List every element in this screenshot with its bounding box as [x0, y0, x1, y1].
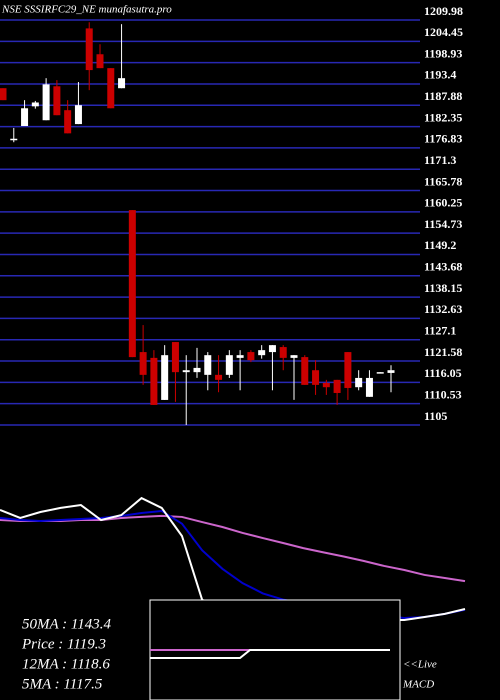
candle-body [107, 68, 115, 109]
indicator-line [0, 514, 466, 583]
candle-body [204, 355, 212, 375]
y-tick-label: 1198.93 [424, 46, 462, 60]
candle-body [10, 138, 18, 141]
candle-body [387, 370, 395, 373]
macd-label: <<Live [403, 659, 437, 671]
candle-body [344, 352, 352, 388]
candle-body [247, 352, 255, 361]
y-tick-label: 1116.05 [424, 366, 462, 380]
y-tick-label: 1165.78 [424, 174, 462, 188]
candle-body [74, 105, 82, 125]
legend-text: 12MA : 1118.6 [22, 656, 110, 672]
candle-body [182, 370, 190, 373]
candle-body [236, 355, 244, 358]
candle-body [215, 374, 223, 380]
candle-body [161, 355, 169, 400]
candle-body [301, 357, 309, 385]
candle-body [376, 372, 384, 374]
y-tick-label: 1110.53 [424, 387, 462, 401]
candle-body [355, 377, 363, 388]
candle-body [333, 379, 341, 393]
y-tick-label: 1127.1 [424, 323, 456, 337]
candle-body [85, 28, 93, 71]
y-tick-label: 1176.83 [424, 132, 462, 146]
candle-body [139, 352, 147, 375]
candle-body [53, 86, 61, 116]
y-tick-label: 1171.3 [424, 153, 456, 167]
indicator-line [150, 649, 390, 659]
candle-body [0, 88, 7, 101]
candle-body [225, 355, 233, 375]
candle-body [268, 345, 276, 353]
candle-body [193, 367, 201, 373]
candle-body [150, 357, 158, 405]
chart-title: NSE SSSIRFC29_NE munafasutra.pro [1, 4, 172, 16]
y-tick-label: 1154.73 [424, 217, 462, 231]
legend-text: 5MA : 1117.5 [22, 676, 103, 692]
candle-body [171, 342, 179, 373]
candle-body [128, 210, 136, 358]
candle-body [290, 355, 298, 358]
candle-body [64, 110, 72, 134]
y-tick-label: 1138.15 [424, 281, 462, 295]
candle-body [31, 102, 39, 107]
y-tick-label: 1182.35 [424, 110, 462, 124]
candle-body [21, 108, 29, 127]
candle-body [312, 370, 320, 385]
candle-body [365, 377, 373, 397]
candle-body [96, 54, 104, 69]
candle-body [118, 78, 126, 89]
candle-body [42, 84, 50, 121]
y-tick-label: 1149.2 [424, 238, 456, 252]
y-tick-label: 1105 [424, 409, 447, 423]
legend-text: Price : 1119.3 [21, 636, 106, 652]
y-tick-label: 1204.45 [424, 25, 463, 39]
y-tick-label: 1160.25 [424, 196, 462, 210]
y-tick-label: 1121.58 [424, 345, 462, 359]
y-tick-label: 1187.88 [424, 89, 462, 103]
y-tick-label: 1143.68 [424, 260, 462, 274]
candle-body [258, 350, 266, 356]
y-tick-label: 1193.4 [424, 68, 456, 82]
legend-text: 50MA : 1143.4 [22, 616, 112, 632]
candle-body [279, 347, 287, 358]
macd-label: MACD [402, 679, 434, 691]
y-tick-label: 1132.63 [424, 302, 462, 316]
candle-body [322, 382, 330, 388]
y-tick-label: 1209.98 [424, 4, 463, 18]
